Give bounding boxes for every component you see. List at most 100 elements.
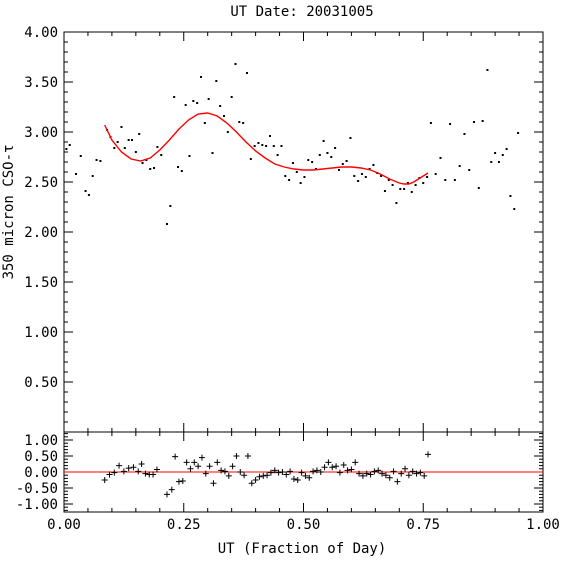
data-point — [199, 76, 202, 78]
data-point — [177, 166, 180, 168]
data-point — [501, 154, 504, 156]
residual-point — [352, 459, 359, 466]
data-point — [311, 161, 314, 163]
data-point — [284, 175, 287, 177]
data-point — [249, 158, 252, 160]
y-tick-label: 3.00 — [24, 125, 58, 141]
residual-point — [333, 463, 340, 470]
residual-point — [329, 464, 336, 471]
residual-point — [283, 471, 290, 478]
data-point — [490, 161, 493, 163]
data-point — [165, 223, 168, 225]
x-tick-label: 0.00 — [47, 517, 81, 533]
data-point — [192, 100, 195, 102]
data-point — [215, 80, 218, 82]
data-point — [505, 148, 508, 150]
y-axis-label: 350 micron CSO-τ — [1, 145, 17, 280]
residual-point — [417, 469, 424, 476]
data-point — [280, 145, 283, 147]
data-point — [169, 205, 172, 207]
residual-point — [386, 474, 393, 481]
residual-point — [279, 469, 286, 475]
x-axis: 0.00 0.25 0.50 0.75 1.00 — [47, 32, 560, 533]
data-point — [120, 126, 123, 128]
y-tick-label: -0.50 — [16, 481, 58, 497]
residual-point — [275, 469, 282, 476]
data-point — [234, 63, 237, 65]
data-point — [307, 159, 310, 161]
residual-point — [313, 467, 320, 474]
data-point — [145, 159, 148, 161]
data-point — [399, 188, 402, 190]
data-point — [383, 190, 386, 192]
data-point — [149, 168, 152, 170]
residual-point — [359, 472, 366, 479]
upper-plot-frame — [63, 31, 544, 433]
residual-point — [287, 468, 294, 475]
y-tick-label: -1.00 — [16, 497, 58, 513]
data-point — [395, 202, 398, 204]
data-point — [439, 157, 442, 159]
data-point — [74, 173, 77, 175]
residual-point — [371, 468, 378, 475]
data-point — [414, 184, 417, 186]
residual-point — [409, 468, 416, 475]
data-point — [349, 137, 352, 139]
data-point — [299, 182, 302, 184]
data-point — [265, 145, 268, 147]
residual-point — [175, 478, 182, 485]
residual-point — [218, 467, 225, 474]
data-point — [517, 132, 520, 134]
residual-point — [135, 468, 142, 475]
data-point — [477, 187, 480, 189]
data-point — [334, 147, 337, 149]
data-point — [261, 144, 264, 146]
data-point — [141, 162, 144, 164]
data-point — [513, 208, 516, 210]
residual-point — [163, 491, 170, 498]
data-point — [99, 160, 102, 162]
data-point — [196, 102, 199, 104]
residual-point — [256, 473, 263, 480]
data-point — [138, 133, 141, 135]
data-point — [458, 165, 461, 167]
residual-point — [367, 471, 374, 478]
residual-point — [306, 474, 313, 481]
residual-point — [168, 486, 175, 493]
residual-point — [267, 469, 274, 476]
residual-point — [344, 467, 351, 474]
residual-point — [206, 463, 213, 470]
residual-point — [413, 470, 420, 477]
residual-point — [379, 470, 386, 477]
y-tick-label: 1.00 — [24, 325, 58, 341]
data-point — [268, 135, 271, 137]
residual-point — [116, 462, 123, 469]
residual-point — [321, 464, 328, 471]
residual-point — [153, 466, 160, 473]
residual-point — [302, 472, 309, 479]
y-tick-label: 1.50 — [24, 275, 58, 291]
residual-point — [106, 471, 113, 478]
data-point — [87, 194, 90, 196]
data-point — [113, 147, 116, 149]
data-point — [449, 123, 452, 125]
residual-point — [210, 480, 217, 487]
data-point — [341, 163, 344, 165]
residual-point — [187, 465, 194, 472]
y-tick-label: 0.50 — [24, 449, 58, 465]
lower-axes: 1.000.500.00-0.50-1.00 — [16, 433, 543, 513]
data-point — [453, 179, 456, 181]
data-point — [434, 173, 437, 175]
residual-point — [375, 467, 382, 474]
data-point — [91, 175, 94, 177]
residual-point — [336, 469, 343, 476]
x-tick-label: 0.50 — [287, 517, 321, 533]
data-point — [257, 142, 260, 144]
residual-point — [202, 470, 209, 477]
y-tick-label: 2.50 — [24, 175, 58, 191]
residual-point — [252, 477, 259, 483]
residual-point — [241, 472, 248, 479]
data-point — [494, 152, 497, 154]
x-tick-label: 0.25 — [167, 517, 201, 533]
residual-point — [233, 453, 240, 459]
